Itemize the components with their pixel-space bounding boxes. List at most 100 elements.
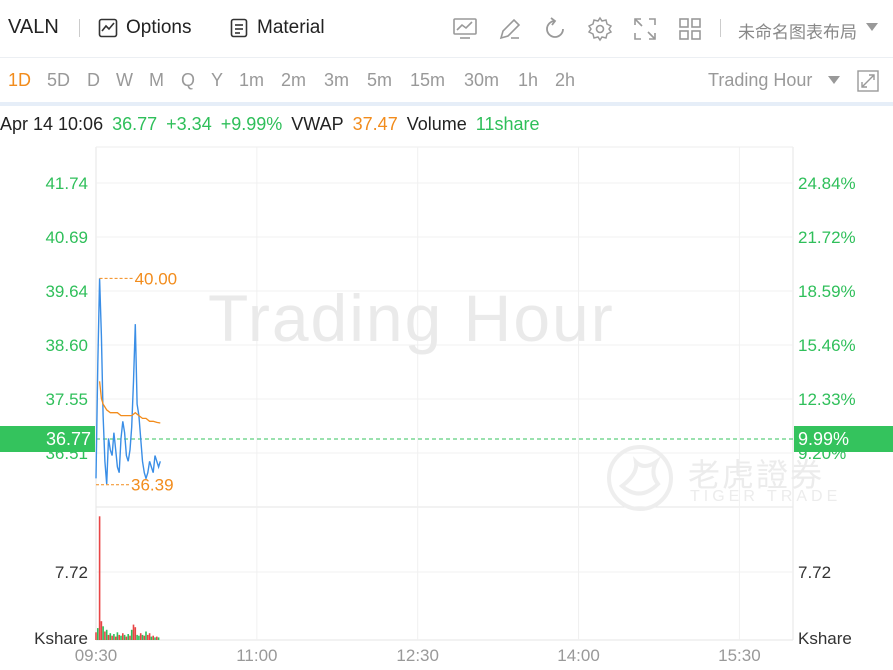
period-2h[interactable]: 2h (555, 70, 576, 90)
period-d[interactable]: D (87, 70, 100, 90)
grid-icon[interactable] (677, 16, 703, 42)
period-15m[interactable]: 15m (410, 70, 446, 90)
volume-bar (132, 624, 135, 640)
period-1m[interactable]: 1m (239, 70, 265, 90)
y-left-tick-label: 41.74 (45, 174, 88, 193)
toolbar-header: VALN Options Material 未命名图表布局 (0, 0, 893, 58)
info-change-pct: +9.99% (220, 114, 283, 134)
volume-bar (152, 635, 154, 640)
y-right-tick-label: 15.46% (798, 336, 856, 355)
volume-bar (113, 634, 115, 640)
period-1d[interactable]: 1D (8, 70, 32, 90)
fullscreen-icon[interactable] (857, 70, 879, 92)
volume-bar (156, 636, 158, 640)
volume-bar (138, 635, 140, 640)
session-select[interactable]: Trading Hour (708, 70, 813, 90)
x-tick-label: 11:00 (236, 646, 277, 665)
info-datetime: Apr 14 10:06 (0, 114, 104, 134)
volume-bar (141, 634, 144, 640)
volume-bar (116, 632, 119, 640)
volume-bar (157, 637, 160, 640)
y-right-tick-label: 24.84% (798, 174, 856, 193)
period-5m[interactable]: 5m (367, 70, 393, 90)
period-3m[interactable]: 3m (324, 70, 350, 90)
info-vwap-label: VWAP (291, 114, 344, 134)
refresh-icon[interactable] (542, 16, 568, 42)
volume-bar (100, 621, 103, 640)
chart-icon[interactable] (452, 16, 478, 42)
info-volume-label: Volume (406, 114, 467, 134)
y-left-tick-label: 37.55 (45, 390, 88, 409)
options-button[interactable]: Options (98, 14, 191, 42)
gear-icon[interactable] (587, 16, 613, 42)
y-right-tick-label: 12.33% (798, 390, 856, 409)
volume-y-tick-right: 7.72 (798, 563, 831, 582)
layout-name[interactable]: 未命名图表布局 (738, 23, 857, 42)
caret-down-icon[interactable] (828, 75, 840, 85)
price-line (95, 278, 161, 485)
expand-icon[interactable] (632, 16, 658, 42)
info-price: 36.77 (112, 114, 158, 134)
period-bar: 1D 5D D W M Q Y 1m 2m 3m 5m 15m 30m 1h 2h Trading Hour (0, 58, 893, 102)
period-30m[interactable]: 30m (464, 70, 500, 90)
volume-unit-left: Kshare (34, 629, 88, 648)
pencil-icon[interactable] (497, 16, 523, 42)
ticker-symbol[interactable]: VALN (8, 16, 59, 38)
period-1h[interactable]: 1h (518, 70, 539, 90)
volume-unit-right: Kshare (798, 629, 852, 648)
period-m[interactable]: M (149, 70, 164, 90)
volume-bar (147, 634, 149, 640)
x-tick-label: 15:30 (718, 646, 761, 665)
x-tick-label: 09:30 (75, 646, 118, 665)
current-price-tag: 36.77 (0, 426, 95, 452)
y-left-tick-label: 38.60 (45, 336, 88, 355)
caret-down-icon[interactable] (866, 22, 878, 32)
volume-bar (150, 636, 153, 640)
volume-bar (134, 627, 137, 640)
volume-bar (154, 637, 156, 640)
material-button[interactable]: Material (229, 14, 325, 42)
volume-bar (107, 634, 110, 640)
material-label: Material (257, 17, 325, 38)
info-volume-value: 11share (475, 114, 540, 134)
current-pct-tag: 9.99% (794, 426, 893, 452)
period-y[interactable]: Y (211, 70, 224, 90)
volume-bar (129, 635, 131, 640)
period-2m[interactable]: 2m (281, 70, 307, 90)
volume-bar (136, 634, 138, 640)
info-vwap-value: 37.47 (352, 114, 398, 134)
volume-bar (127, 634, 129, 640)
volume-bar (109, 633, 112, 640)
quote-info: Apr 14 10:06 36.77 +3.34 +9.99% VWAP 37.… (0, 114, 544, 135)
volume-bar (95, 632, 97, 640)
high-price-label: 40.00 (135, 269, 178, 288)
divider (79, 19, 80, 37)
watermark-text: Trading Hour (208, 281, 615, 355)
volume-bar (120, 635, 122, 640)
volume-bar (122, 633, 124, 640)
volume-bar (143, 635, 146, 640)
divider (720, 19, 721, 37)
y-left-tick-label: 40.69 (45, 228, 88, 247)
volume-bar (118, 634, 120, 640)
volume-bar (145, 631, 147, 640)
volume-bar (148, 633, 151, 640)
x-tick-label: 12:30 (396, 646, 439, 665)
x-tick-label: 14:00 (557, 646, 600, 665)
volume-bar (104, 631, 106, 640)
volume-bar (114, 636, 117, 640)
volume-y-tick-left: 7.72 (55, 563, 88, 582)
y-right-tick-label: 18.59% (798, 282, 856, 301)
y-left-tick-label: 39.64 (45, 282, 88, 301)
watermark-brand-en: TIGER TRADE (690, 488, 842, 505)
volume-bar (139, 633, 142, 640)
period-q[interactable]: Q (181, 70, 196, 90)
vwap-line (98, 381, 161, 424)
period-5d[interactable]: 5D (47, 70, 71, 90)
period-w[interactable]: W (116, 70, 133, 90)
y-right-tick-label: 21.72% (798, 228, 856, 247)
info-change: +3.34 (166, 114, 212, 134)
low-price-label: 36.39 (131, 476, 174, 495)
options-chart-icon (98, 18, 118, 38)
